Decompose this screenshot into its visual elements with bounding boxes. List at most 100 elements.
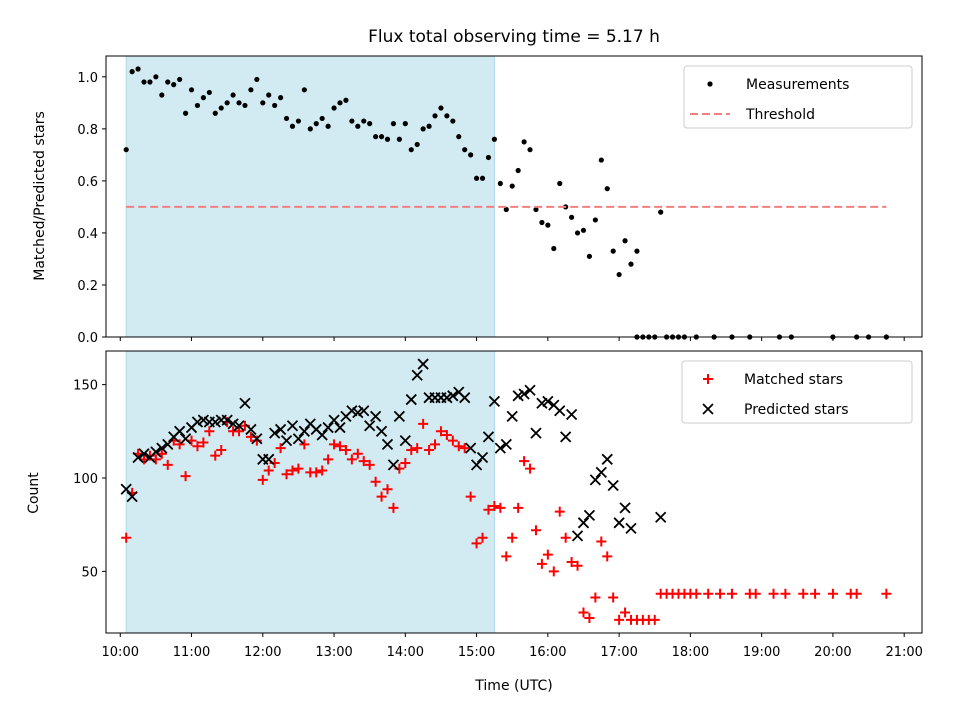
data-point <box>355 123 361 129</box>
data-point <box>560 431 572 443</box>
data-point <box>495 502 506 513</box>
data-point <box>614 614 625 625</box>
data-point <box>269 427 281 439</box>
data-point <box>182 110 189 116</box>
data-point <box>491 136 498 142</box>
data-point <box>188 87 195 93</box>
x-tick-label: 19:00 <box>743 645 780 660</box>
data-point <box>399 435 411 447</box>
data-point <box>382 484 393 495</box>
data-point <box>295 118 302 124</box>
data-point <box>468 152 474 158</box>
data-point <box>334 421 346 434</box>
data-point <box>200 95 206 101</box>
data-point <box>524 384 536 396</box>
data-point <box>596 536 607 547</box>
data-point <box>239 397 251 409</box>
data-point <box>598 157 604 163</box>
data-point <box>506 410 518 423</box>
data-point <box>331 105 337 111</box>
data-point <box>358 456 369 467</box>
data-point <box>527 147 533 153</box>
data-point <box>251 435 262 446</box>
data-point <box>120 483 132 495</box>
x-tick-label: 14:00 <box>387 645 424 660</box>
data-point <box>162 459 173 470</box>
data-point <box>278 95 284 101</box>
data-point <box>174 439 185 450</box>
data-point <box>465 442 477 454</box>
data-point <box>578 607 589 618</box>
data-point <box>616 271 622 278</box>
data-point <box>364 420 376 432</box>
data-point <box>212 110 218 116</box>
data-point <box>206 89 212 96</box>
data-point <box>280 435 293 447</box>
data-point <box>221 414 233 426</box>
data-point <box>245 423 257 436</box>
data-point <box>408 147 414 153</box>
data-point <box>470 459 483 471</box>
data-point <box>387 459 400 471</box>
data-point <box>450 118 456 124</box>
data-point <box>691 588 702 599</box>
data-point <box>257 474 268 485</box>
data-point <box>378 134 385 140</box>
data-point <box>141 79 147 85</box>
data-point <box>620 607 631 618</box>
data-point <box>432 113 438 119</box>
data-point <box>462 147 468 153</box>
data-point <box>373 134 379 140</box>
data-point <box>488 395 501 408</box>
data-point <box>456 134 462 140</box>
data-point <box>477 532 488 543</box>
data-point <box>525 463 536 474</box>
data-point <box>447 435 458 446</box>
data-point <box>274 423 287 436</box>
legend: Measurements Threshold <box>683 65 913 129</box>
x-tick-label: 20:00 <box>814 645 851 660</box>
data-point <box>459 392 471 404</box>
y-tick-label: 0.4 <box>77 227 98 242</box>
data-point <box>337 100 343 106</box>
data-point <box>441 430 452 441</box>
legend-label: Measurements <box>746 77 849 93</box>
data-point <box>242 102 248 109</box>
data-point <box>500 438 512 451</box>
data-point <box>604 186 610 192</box>
data-point <box>424 444 435 455</box>
data-point <box>286 420 299 432</box>
data-point <box>438 105 444 111</box>
data-point <box>798 588 809 599</box>
data-point <box>530 525 541 536</box>
data-point <box>494 442 506 454</box>
data-point <box>426 123 432 129</box>
data-point <box>165 79 171 85</box>
x-tick-label: 10:00 <box>102 645 139 660</box>
data-point <box>236 100 242 106</box>
x-tick-label: 15:00 <box>458 645 495 660</box>
data-point <box>583 509 596 521</box>
data-point <box>283 115 290 122</box>
data-point <box>272 102 278 109</box>
data-point <box>275 443 286 454</box>
data-point <box>369 410 382 423</box>
data-point <box>589 474 601 486</box>
data-point <box>471 538 482 549</box>
data-point <box>322 421 334 434</box>
data-point <box>539 219 545 226</box>
data-point <box>292 433 305 445</box>
y-tick-label: 1.0 <box>77 71 98 86</box>
y-tick-label: 50 <box>81 565 98 580</box>
data-point <box>557 180 563 187</box>
legend: Matched stars Predicted stars <box>681 360 913 424</box>
data-point <box>610 248 616 254</box>
data-point <box>180 471 191 482</box>
data-point <box>233 420 245 432</box>
data-point <box>420 126 426 132</box>
data-point <box>459 443 470 454</box>
data-point <box>414 141 420 148</box>
data-point <box>619 502 631 514</box>
data-point <box>325 123 331 129</box>
